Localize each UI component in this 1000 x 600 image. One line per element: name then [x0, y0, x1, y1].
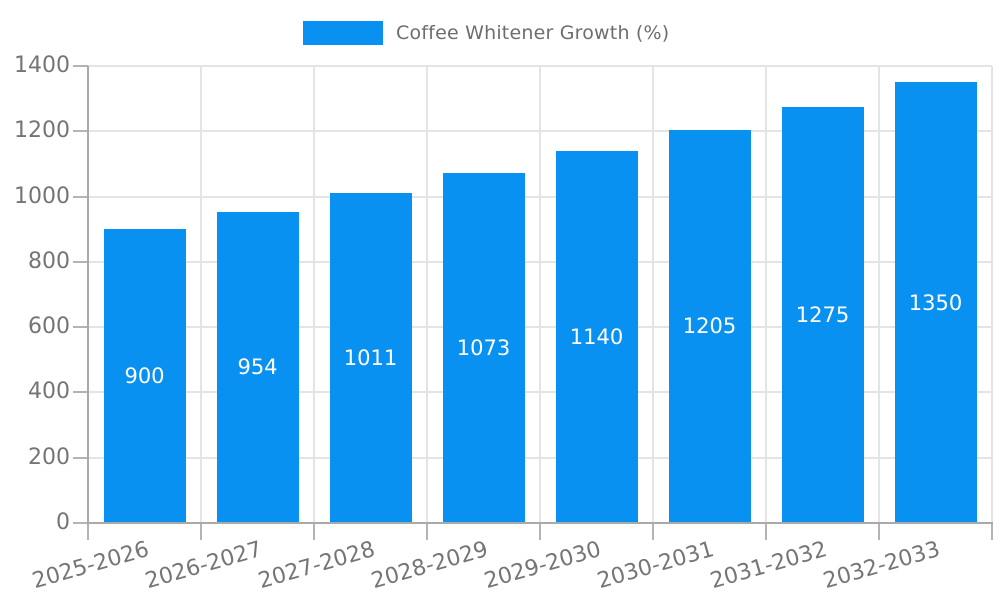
x-tick-label: 2029-2030 — [481, 537, 604, 595]
y-tick-label: 1400 — [14, 53, 70, 78]
bar-value-label: 1140 — [569, 324, 624, 349]
y-tick — [73, 391, 88, 394]
x-tick — [313, 523, 315, 540]
x-tick — [539, 523, 541, 540]
gridline-vertical — [539, 66, 541, 523]
y-tick — [73, 326, 88, 329]
y-tick-label: 600 — [28, 314, 70, 340]
gridline-vertical — [200, 66, 202, 523]
bar — [668, 129, 751, 523]
bar-value-label: 900 — [124, 364, 165, 389]
legend: Coffee Whitener Growth (%) — [0, 0, 1000, 56]
bar — [329, 192, 412, 523]
x-tick-label: 2032-2033 — [820, 537, 943, 595]
x-tick-label: 2028-2029 — [368, 537, 491, 595]
gridline-vertical — [878, 66, 880, 523]
legend-label: Coffee Whitener Growth (%) — [396, 22, 670, 44]
x-tick — [652, 523, 654, 540]
bar-value-label: 1073 — [456, 335, 511, 360]
bar — [103, 229, 186, 523]
x-tick — [991, 523, 993, 540]
y-tick-label: 0 — [56, 510, 70, 535]
bar-value-label: 1011 — [343, 345, 398, 370]
bar — [216, 211, 299, 523]
y-tick-label: 400 — [28, 379, 70, 405]
x-tick — [878, 523, 880, 540]
y-tick — [73, 130, 88, 133]
x-tick — [765, 523, 767, 540]
bar — [781, 106, 864, 523]
bar — [894, 82, 977, 523]
gridline-vertical — [765, 66, 767, 523]
bar-value-label: 1350 — [908, 290, 963, 315]
x-tick-label: 2031-2032 — [707, 537, 830, 595]
gridline-vertical — [991, 66, 993, 523]
x-tick — [200, 523, 202, 540]
y-tick — [73, 522, 88, 524]
x-tick-label: 2027-2028 — [255, 537, 378, 595]
y-tick-label: 1000 — [14, 183, 70, 209]
y-tick-label: 800 — [28, 248, 70, 274]
x-tick-label: 2026-2027 — [142, 537, 265, 595]
y-tick — [73, 195, 88, 198]
x-tick-label: 2025-2026 — [29, 537, 152, 595]
bar-value-label: 1275 — [795, 302, 850, 327]
y-tick — [73, 260, 88, 263]
bar — [442, 172, 525, 523]
x-axis-line — [87, 522, 993, 524]
bar — [555, 150, 638, 523]
legend-swatch — [303, 21, 383, 45]
gridline-vertical — [426, 66, 428, 523]
gridline-vertical — [652, 66, 654, 523]
gridline-vertical — [313, 66, 315, 523]
y-tick — [73, 456, 88, 459]
y-tick-label: 200 — [28, 444, 70, 470]
x-tick — [87, 523, 89, 540]
bar-value-label: 954 — [237, 355, 278, 380]
bar-value-label: 1205 — [682, 314, 737, 339]
y-tick-label: 1200 — [14, 118, 70, 144]
x-tick-label: 2030-2031 — [594, 537, 717, 595]
x-tick — [426, 523, 428, 540]
y-axis-line — [87, 66, 89, 525]
y-tick — [73, 65, 88, 67]
